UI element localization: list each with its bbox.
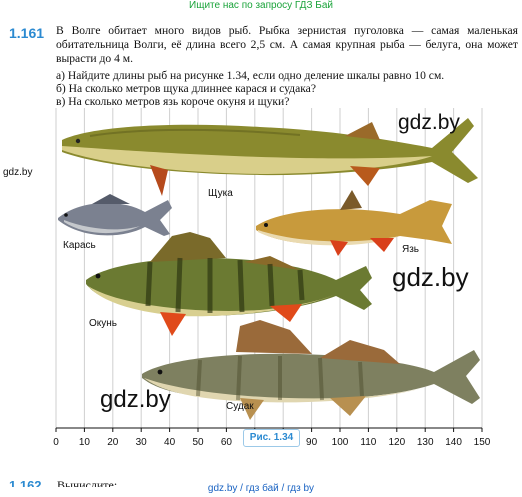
- top-search-link[interactable]: Ищите нас по запросу ГДЗ Бай: [189, 0, 333, 11]
- watermark-3: gdz.by: [392, 262, 469, 292]
- footer-links[interactable]: gdz.by / гдз бай / гдз by: [207, 483, 315, 494]
- scale-tick-label: 60: [221, 437, 233, 448]
- ide-fish: [256, 190, 452, 256]
- label-zander: Судак: [226, 401, 254, 412]
- perch-fish: [86, 232, 372, 336]
- problem-text: В Волге обитает много видов рыб. Рыбка з…: [56, 24, 518, 65]
- crucian-fish: [58, 194, 172, 236]
- scale-tick-label: 0: [53, 437, 59, 448]
- scale-tick-label: 120: [388, 437, 405, 448]
- scale-tick-label: 30: [136, 437, 148, 448]
- next-problem-text: Вычислите:: [57, 478, 118, 487]
- question-a: а) Найдите длины рыб на рисунке 1.34, ес…: [56, 69, 445, 82]
- watermark-1: gdz.by: [398, 111, 460, 134]
- label-crucian: Карась: [63, 240, 96, 251]
- scale-tick-label: 10: [79, 437, 91, 448]
- zander-fish: [142, 320, 480, 420]
- question-c: в) На сколько метров язь короче окуня и …: [56, 95, 290, 108]
- watermark-4: gdz.by: [100, 386, 171, 413]
- label-perch: Окунь: [89, 318, 117, 329]
- scale-tick-label: 20: [107, 437, 119, 448]
- watermark-2: gdz.by: [3, 167, 33, 178]
- next-problem-number: 1.162: [9, 478, 42, 487]
- label-ide: Язь: [402, 244, 420, 255]
- problem-number: 1.161: [9, 25, 45, 41]
- scale-ticks: 0102030405060708090100110120130140150: [53, 428, 491, 448]
- scale-tick-label: 150: [474, 437, 491, 448]
- scale-tick-label: 110: [360, 437, 376, 448]
- scale-tick-label: 100: [332, 437, 349, 448]
- scale-tick-label: 130: [417, 437, 434, 448]
- figure-caption: Рис. 1.34: [243, 429, 300, 447]
- label-pike: Щука: [208, 188, 233, 199]
- scale-tick-label: 90: [306, 437, 318, 448]
- scale-tick-label: 140: [445, 437, 462, 448]
- scale-tick-label: 40: [164, 437, 176, 448]
- pike-fish: [62, 118, 478, 196]
- scale-tick-label: 50: [192, 437, 204, 448]
- question-b: б) На сколько метров щука длиннее карася…: [56, 82, 316, 95]
